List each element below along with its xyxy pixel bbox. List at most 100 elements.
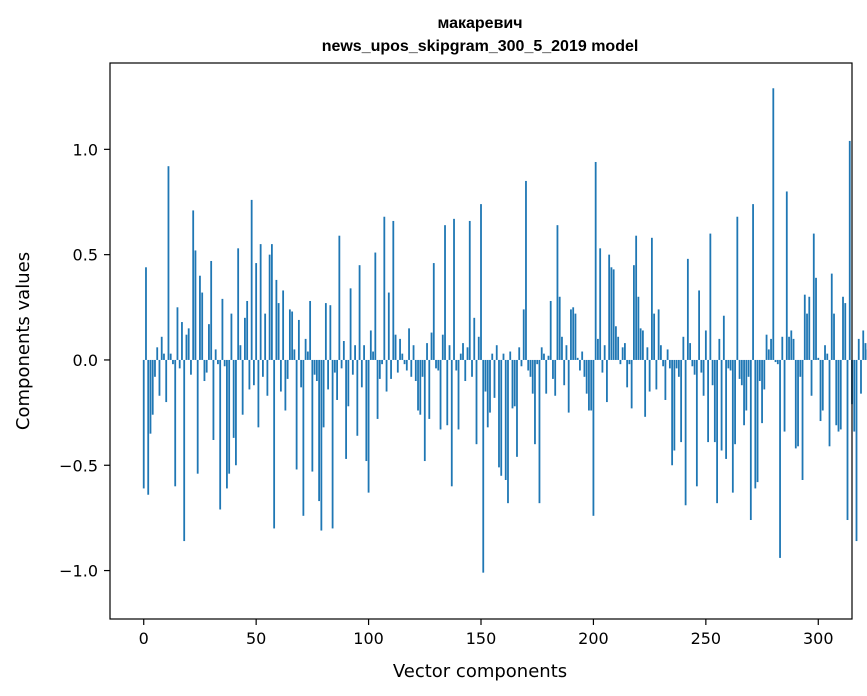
bar	[214, 349, 217, 360]
bar	[612, 269, 615, 360]
bar	[545, 359, 548, 394]
x-axis-ticks: 0 50 100 150 200 250 300	[139, 619, 834, 648]
bar	[588, 359, 590, 411]
bar	[821, 359, 824, 411]
bar	[349, 288, 352, 360]
bar	[662, 359, 665, 367]
bar	[666, 349, 669, 360]
bar	[601, 359, 604, 373]
bar	[774, 359, 777, 363]
bar	[806, 313, 808, 360]
bar	[306, 351, 309, 360]
bar	[309, 300, 312, 360]
bar	[300, 359, 303, 388]
bar	[536, 359, 539, 365]
bar	[788, 336, 790, 360]
bar	[754, 359, 757, 489]
bar	[621, 347, 624, 360]
bar	[327, 359, 329, 390]
bar	[203, 359, 206, 382]
bar	[835, 359, 838, 426]
bar	[709, 233, 712, 360]
y-tick-label: −1.0	[59, 562, 98, 581]
bar	[518, 347, 521, 360]
bar	[653, 313, 656, 360]
bar	[181, 322, 183, 360]
bar	[610, 267, 613, 360]
bar	[293, 349, 296, 360]
bar	[855, 359, 858, 542]
bar	[239, 345, 242, 360]
bar	[736, 216, 739, 360]
bar	[464, 359, 467, 382]
bar	[486, 359, 489, 428]
bar	[192, 210, 195, 360]
bar	[475, 359, 478, 445]
bar	[329, 305, 332, 360]
bar	[264, 313, 267, 360]
bar	[417, 359, 419, 411]
bar	[531, 359, 534, 394]
bar	[331, 359, 334, 529]
bar	[241, 359, 244, 415]
bar	[466, 347, 469, 360]
bar	[570, 309, 572, 360]
bar	[655, 359, 658, 390]
bar	[201, 292, 204, 360]
bar	[275, 279, 278, 360]
bar	[686, 258, 689, 360]
bar	[713, 359, 716, 443]
bar	[556, 225, 559, 360]
bar	[682, 336, 685, 360]
x-tick-label: 0	[139, 629, 149, 648]
plot-frame	[109, 62, 853, 620]
bar	[695, 359, 698, 487]
bar	[358, 265, 361, 360]
x-tick-label: 300	[803, 629, 834, 648]
bar	[675, 359, 678, 369]
bar	[437, 359, 440, 371]
bar	[284, 359, 287, 411]
bar	[495, 345, 498, 360]
bar	[704, 330, 707, 360]
bar	[538, 359, 541, 504]
bar	[304, 338, 307, 360]
bar	[770, 338, 772, 360]
chart-subtitle: news_upos_skipgram_300_5_2019 model	[322, 38, 639, 55]
chart-title: макаревич	[437, 15, 522, 32]
bar	[194, 250, 197, 360]
bar	[513, 359, 516, 407]
bar	[268, 254, 271, 360]
bar	[165, 359, 168, 403]
bar	[446, 359, 449, 426]
bar	[592, 359, 595, 516]
bar	[729, 359, 732, 371]
bar	[410, 359, 413, 377]
bar	[684, 359, 687, 506]
bar	[731, 359, 734, 493]
bar	[722, 315, 725, 360]
bar	[172, 359, 174, 365]
bar	[864, 343, 867, 360]
bar	[718, 338, 721, 360]
bar	[689, 343, 692, 360]
bar	[747, 359, 750, 377]
bar	[367, 359, 370, 493]
bar	[810, 359, 813, 396]
bar	[246, 300, 249, 360]
bar	[792, 338, 795, 360]
bar	[266, 359, 269, 396]
bar	[711, 359, 714, 386]
bar	[378, 359, 381, 379]
bar	[624, 343, 626, 360]
bar	[160, 336, 163, 360]
bar	[781, 336, 784, 360]
bar	[259, 244, 262, 360]
bar	[511, 359, 514, 409]
bar	[606, 359, 608, 403]
bar	[646, 347, 649, 360]
bar	[700, 359, 703, 373]
bar	[423, 359, 426, 462]
bar	[232, 359, 235, 438]
bar	[363, 345, 365, 360]
